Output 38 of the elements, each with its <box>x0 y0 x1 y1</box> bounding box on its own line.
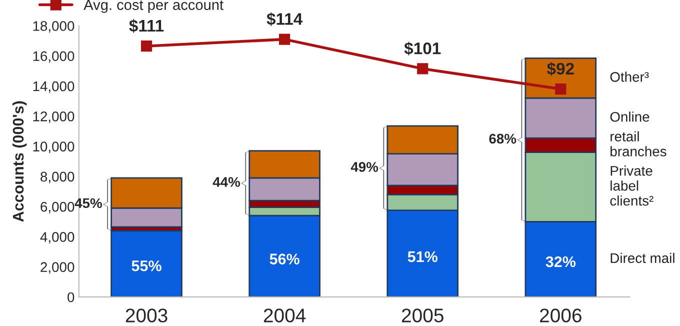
series-label: Private label clients² <box>610 166 654 206</box>
annotation: 55% <box>132 260 162 272</box>
y-tick-label: 0 <box>68 292 74 302</box>
point <box>140 40 152 52</box>
annotation: 56% <box>270 254 300 264</box>
x-tick-label: 2003 <box>126 308 168 322</box>
y-tick-label: 12,000 <box>33 112 74 123</box>
y-tick-label: 6,000 <box>40 202 74 214</box>
series-label: Other³ <box>610 72 649 82</box>
x-tick-label: 2005 <box>402 308 444 322</box>
bar <box>110 230 182 297</box>
y-axis-title: Accounts (000's) <box>12 101 27 222</box>
annotation: 44% <box>212 177 240 187</box>
point <box>279 34 290 45</box>
series-label: Direct mail <box>610 252 674 264</box>
y-tick-label: 8,000 <box>40 172 74 184</box>
data-label: $92 <box>546 62 574 76</box>
y-tick-label: 10,000 <box>33 142 74 154</box>
y-tick-label: 2,000 <box>40 262 74 274</box>
point <box>555 83 566 95</box>
x-tick-label: 2004 <box>264 308 306 322</box>
series-label: retail branches <box>610 131 666 156</box>
data-label: $114 <box>266 12 303 26</box>
point <box>417 63 428 74</box>
annotation: 45% <box>74 198 102 208</box>
annotation: 49% <box>350 162 378 172</box>
legend-label: Avg. cost per account <box>84 0 224 13</box>
y-tick-label: 4,000 <box>40 232 74 244</box>
annotation: 32% <box>546 256 576 268</box>
y-tick-label: 16,000 <box>33 51 74 63</box>
y-tick-label: 18,000 <box>33 21 74 33</box>
series-label: Online <box>610 112 650 122</box>
y-tick-label: 14,000 <box>33 81 74 93</box>
x-tick-label: 2006 <box>540 308 582 322</box>
data-label: $101 <box>404 42 441 56</box>
annotation: 51% <box>408 251 438 262</box>
data-label: $111 <box>129 19 164 33</box>
annotation: 68% <box>489 134 516 144</box>
